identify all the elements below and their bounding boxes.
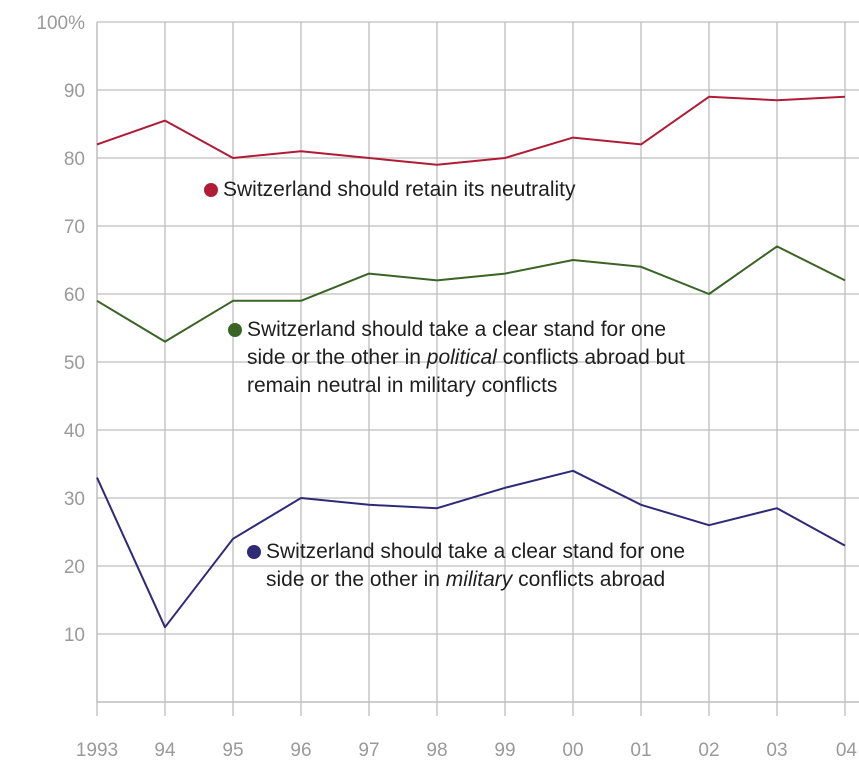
legend-political-line1: Switzerland should take a clear stand fo… [247, 318, 667, 341]
y-tick-label: 80 [64, 149, 85, 170]
legend-neutrality: Switzerland should retain its neutrality [204, 176, 576, 204]
legend-political: Switzerland should take a clear stand fo… [228, 316, 685, 400]
legend-political-line2-em: political [426, 346, 497, 369]
y-tick-label: 30 [64, 489, 85, 510]
legend-label-neutrality: Switzerland should retain its neutrality [204, 176, 576, 204]
legend-dot-political [228, 323, 242, 337]
x-tick-label: 00 [562, 740, 583, 760]
legend-dot-military [247, 545, 261, 559]
y-tick-label: 100% [36, 13, 85, 34]
series-line-3 [96, 469, 846, 629]
legend-political-line2-post: conflicts abroad but [496, 346, 685, 369]
legend-political-line3: remain neutral in military conflicts [247, 374, 558, 397]
legend-dot-neutrality [204, 183, 218, 197]
legend-neutrality-line1: Switzerland should retain its neutrality [223, 178, 576, 201]
series-line-2 [96, 245, 846, 343]
x-tick-label: 99 [494, 740, 515, 760]
y-tick-label: 60 [64, 285, 85, 306]
legend-military: Switzerland should take a clear stand fo… [247, 538, 685, 594]
x-axis-tick-labels: 1993 94 95 96 97 98 99 00 01 02 03 04 [76, 740, 858, 760]
legend-political-line2-pre: side or the other in [247, 346, 427, 369]
grid-lines [97, 21, 859, 702]
x-tick-label: 01 [630, 740, 651, 760]
series-line-1 [96, 95, 846, 166]
y-tick-label: 70 [64, 217, 85, 238]
y-tick-label: 20 [64, 557, 85, 578]
x-tick-label: 02 [698, 740, 719, 760]
x-tick-label: 95 [222, 740, 243, 760]
y-axis-tick-labels: 10 20 30 40 50 60 70 80 90 100% [36, 13, 85, 646]
x-tick-label: 03 [766, 740, 787, 760]
series-lines [96, 95, 846, 629]
y-tick-label: 50 [64, 353, 85, 374]
y-tick-label: 10 [64, 625, 85, 646]
x-tick-label: 04 [836, 740, 858, 760]
x-tick-label: 97 [358, 740, 379, 760]
x-tick-label: 96 [290, 740, 311, 760]
y-tick-label: 90 [64, 81, 85, 102]
legend-military-line2-post: conflicts abroad [512, 568, 666, 591]
legend-military-line2-em: military [445, 568, 513, 591]
legend-military-line2-pre: side or the other in [266, 568, 446, 591]
legend-label-military: Switzerland should take a clear stand fo… [247, 538, 685, 594]
x-tick-label: 98 [426, 740, 447, 760]
y-tick-label: 40 [64, 421, 85, 442]
legend-label-political: Switzerland should take a clear stand fo… [228, 316, 685, 400]
axes [96, 22, 859, 716]
legend-military-line1: Switzerland should take a clear stand fo… [266, 540, 686, 563]
x-tick-label: 94 [154, 740, 176, 760]
x-tick-label: 1993 [76, 740, 118, 760]
